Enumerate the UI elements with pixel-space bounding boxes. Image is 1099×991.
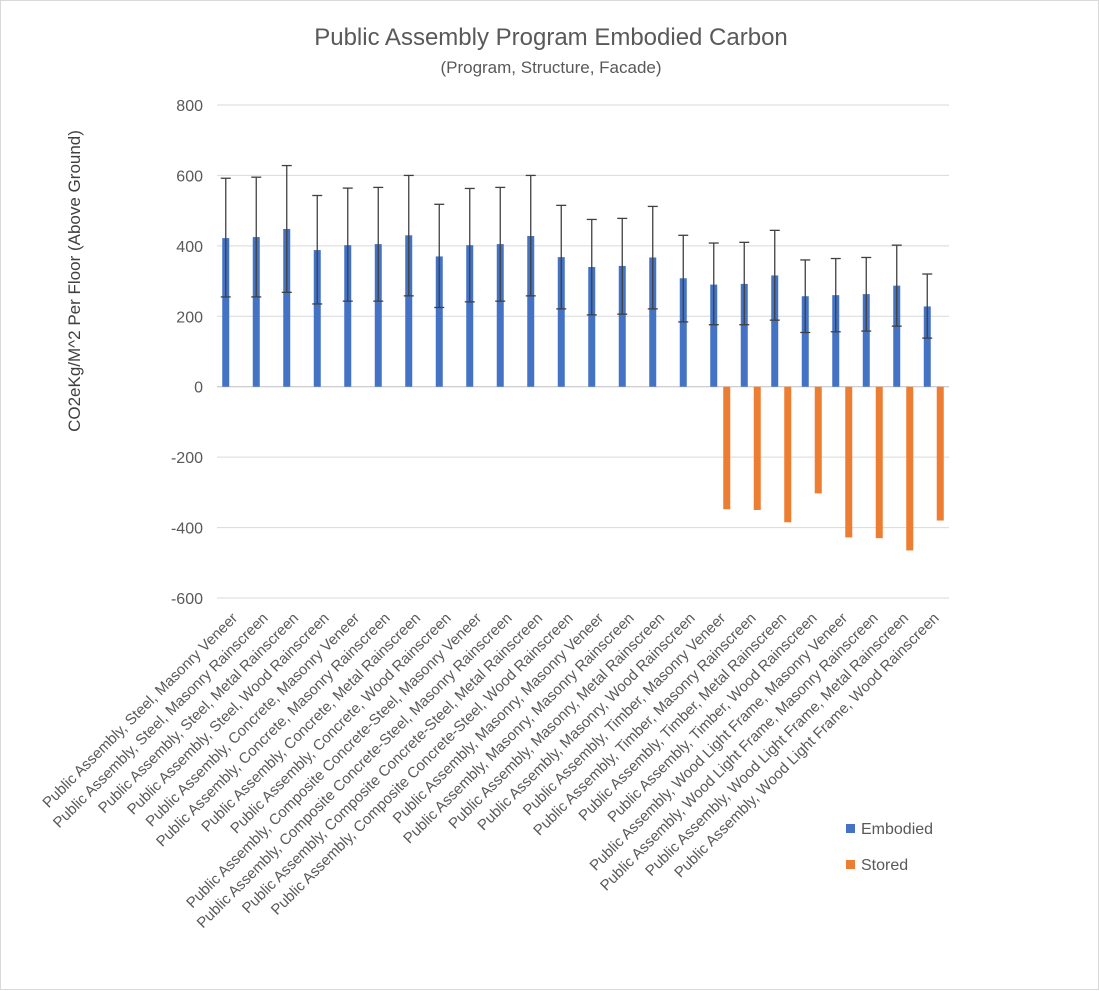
bar-embodied-16 xyxy=(710,284,718,387)
bar-embodied-23 xyxy=(923,306,931,387)
y-tick-label: -200 xyxy=(171,450,203,467)
bar-embodied-13 xyxy=(618,265,626,387)
legend-swatch-stored xyxy=(846,860,855,869)
bar-embodied-19 xyxy=(801,296,809,387)
bar-stored-16 xyxy=(723,386,731,510)
bar-embodied-14 xyxy=(649,257,657,387)
bar-embodied-5 xyxy=(374,244,382,387)
legend-label-embodied: Embodied xyxy=(861,821,933,838)
bar-embodied-20 xyxy=(832,295,840,387)
bar-stored-22 xyxy=(906,386,914,551)
bar-embodied-6 xyxy=(405,235,413,387)
bar-embodied-2 xyxy=(283,228,291,387)
bar-embodied-22 xyxy=(893,285,901,387)
y-tick-label: 400 xyxy=(176,239,203,256)
bar-embodied-7 xyxy=(435,256,443,387)
bar-stored-19 xyxy=(814,386,822,494)
bar-stored-17 xyxy=(753,386,761,510)
bar-embodied-4 xyxy=(344,245,352,387)
chart-subtitle: (Program, Structure, Facade) xyxy=(440,58,661,77)
legend: Embodied Stored xyxy=(846,821,933,874)
bar-embodied-12 xyxy=(588,266,596,387)
bar-embodied-10 xyxy=(527,235,535,387)
bar-embodied-15 xyxy=(679,278,687,387)
y-tick-label: 0 xyxy=(194,380,203,397)
legend-label-stored: Stored xyxy=(861,857,908,874)
bar-stored-20 xyxy=(845,386,853,538)
category-labels: Public Assembly, Steel, Masonry VeneerPu… xyxy=(39,610,942,932)
bar-embodied-11 xyxy=(557,257,565,387)
y-tick-label: 600 xyxy=(176,168,203,185)
bars-layer xyxy=(222,228,944,551)
bar-embodied-9 xyxy=(496,244,504,387)
y-tick-label: -600 xyxy=(171,591,203,608)
y-tick-label: 200 xyxy=(176,309,203,326)
bar-stored-23 xyxy=(936,386,944,521)
bar-embodied-18 xyxy=(771,275,779,387)
bar-embodied-21 xyxy=(862,294,870,387)
y-axis-label: CO2eKg/M^2 Per Floor (Above Ground) xyxy=(65,130,84,432)
gridlines xyxy=(217,104,949,599)
y-tick-label: 800 xyxy=(176,98,203,115)
error-bars-layer xyxy=(220,164,933,339)
chart-title: Public Assembly Program Embodied Carbon xyxy=(314,24,788,51)
y-tick-label: -400 xyxy=(171,521,203,538)
bar-embodied-1 xyxy=(252,237,260,387)
legend-swatch-embodied xyxy=(846,824,855,833)
bar-embodied-0 xyxy=(222,238,230,387)
bar-embodied-17 xyxy=(740,283,748,387)
y-tick-labels: 800 600 400 200 0 -200 -400 -600 xyxy=(171,98,203,608)
bar-embodied-3 xyxy=(313,250,321,387)
bar-stored-21 xyxy=(875,386,883,539)
bar-stored-18 xyxy=(784,386,792,523)
bar-embodied-8 xyxy=(466,245,474,387)
